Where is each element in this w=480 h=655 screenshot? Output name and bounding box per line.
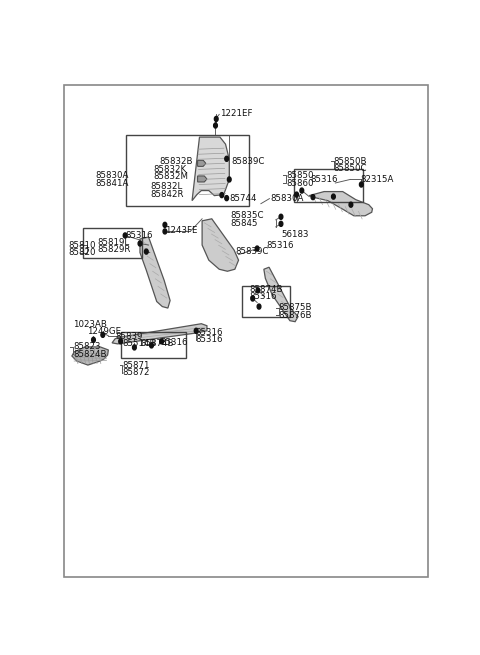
Text: 85316: 85316 [196, 328, 223, 337]
Text: 85871: 85871 [122, 360, 150, 369]
Text: 85810: 85810 [68, 240, 96, 250]
Circle shape [160, 339, 163, 344]
Text: 85824B: 85824B [73, 350, 107, 359]
Text: 85832L: 85832L [150, 182, 182, 191]
Circle shape [225, 196, 228, 200]
Circle shape [257, 304, 261, 309]
Text: 85316: 85316 [250, 293, 277, 301]
Polygon shape [140, 237, 170, 308]
Circle shape [228, 177, 231, 182]
Text: 85316: 85316 [196, 335, 223, 345]
Text: 85316: 85316 [125, 231, 153, 240]
Text: 85835C: 85835C [230, 212, 264, 220]
Text: 85316: 85316 [160, 339, 188, 347]
Text: 85842R: 85842R [150, 189, 183, 198]
Text: 85830A: 85830A [96, 171, 129, 180]
Text: 85874B: 85874B [250, 285, 283, 294]
Text: 85872: 85872 [122, 368, 150, 377]
Circle shape [255, 246, 259, 251]
Circle shape [332, 194, 335, 199]
Text: 85829R: 85829R [97, 245, 131, 254]
Circle shape [163, 229, 167, 234]
Text: 85819L: 85819L [97, 238, 129, 246]
Text: 85850C: 85850C [334, 164, 367, 174]
Text: 85845: 85845 [230, 219, 258, 228]
Text: 85839C: 85839C [232, 157, 265, 166]
Text: 56183: 56183 [282, 230, 309, 239]
Bar [241, 286, 290, 316]
Text: 1249GE: 1249GE [87, 328, 121, 336]
Circle shape [92, 337, 96, 343]
Bar [121, 332, 186, 358]
Circle shape [144, 249, 148, 254]
Polygon shape [202, 219, 239, 271]
Polygon shape [198, 160, 206, 166]
Text: 85839C: 85839C [236, 247, 269, 256]
Text: 85832B: 85832B [160, 157, 193, 166]
Circle shape [132, 345, 136, 350]
Bar [83, 228, 142, 258]
Circle shape [311, 195, 315, 200]
Text: 85860: 85860 [286, 179, 313, 187]
Polygon shape [198, 176, 207, 182]
Polygon shape [192, 137, 229, 200]
Bar [126, 135, 249, 206]
Text: 85874B: 85874B [140, 339, 173, 348]
FancyBboxPatch shape [64, 84, 428, 577]
Text: 85316: 85316 [267, 241, 294, 250]
Polygon shape [264, 267, 298, 322]
Circle shape [256, 288, 260, 293]
Circle shape [279, 214, 283, 219]
Text: 1023AB: 1023AB [73, 320, 107, 329]
Text: 85832M: 85832M [153, 172, 188, 181]
Text: 85514B: 85514B [122, 339, 156, 348]
Circle shape [220, 193, 224, 198]
Text: 85876B: 85876B [279, 310, 312, 320]
Circle shape [194, 328, 198, 333]
Circle shape [163, 222, 167, 227]
Circle shape [150, 343, 154, 348]
Polygon shape [309, 191, 372, 215]
Text: 85820: 85820 [68, 248, 96, 257]
Circle shape [251, 296, 254, 301]
Text: 85841A: 85841A [96, 179, 129, 187]
Circle shape [300, 188, 304, 193]
Circle shape [279, 221, 283, 227]
Circle shape [215, 117, 218, 121]
Circle shape [349, 202, 353, 207]
Circle shape [360, 182, 363, 187]
Text: 1221EF: 1221EF [220, 109, 252, 119]
Text: 85823: 85823 [73, 343, 101, 352]
Polygon shape [112, 324, 207, 344]
Text: 85839: 85839 [115, 332, 143, 341]
Text: 85850B: 85850B [334, 157, 367, 166]
Text: 85830A: 85830A [270, 194, 303, 203]
Text: 85875B: 85875B [279, 303, 312, 312]
Text: 85850: 85850 [286, 171, 313, 180]
Text: 82315A: 82315A [360, 175, 394, 184]
Circle shape [123, 233, 127, 238]
Circle shape [295, 192, 299, 197]
Polygon shape [72, 347, 108, 365]
Text: 85316: 85316 [310, 175, 337, 184]
Circle shape [138, 241, 142, 246]
Text: 85744: 85744 [229, 194, 257, 203]
Circle shape [214, 123, 217, 128]
Bar [294, 169, 363, 202]
Text: 1243FE: 1243FE [165, 227, 197, 235]
Circle shape [225, 157, 228, 161]
Text: 85832K: 85832K [153, 165, 186, 174]
Circle shape [101, 332, 105, 337]
Circle shape [119, 339, 122, 344]
